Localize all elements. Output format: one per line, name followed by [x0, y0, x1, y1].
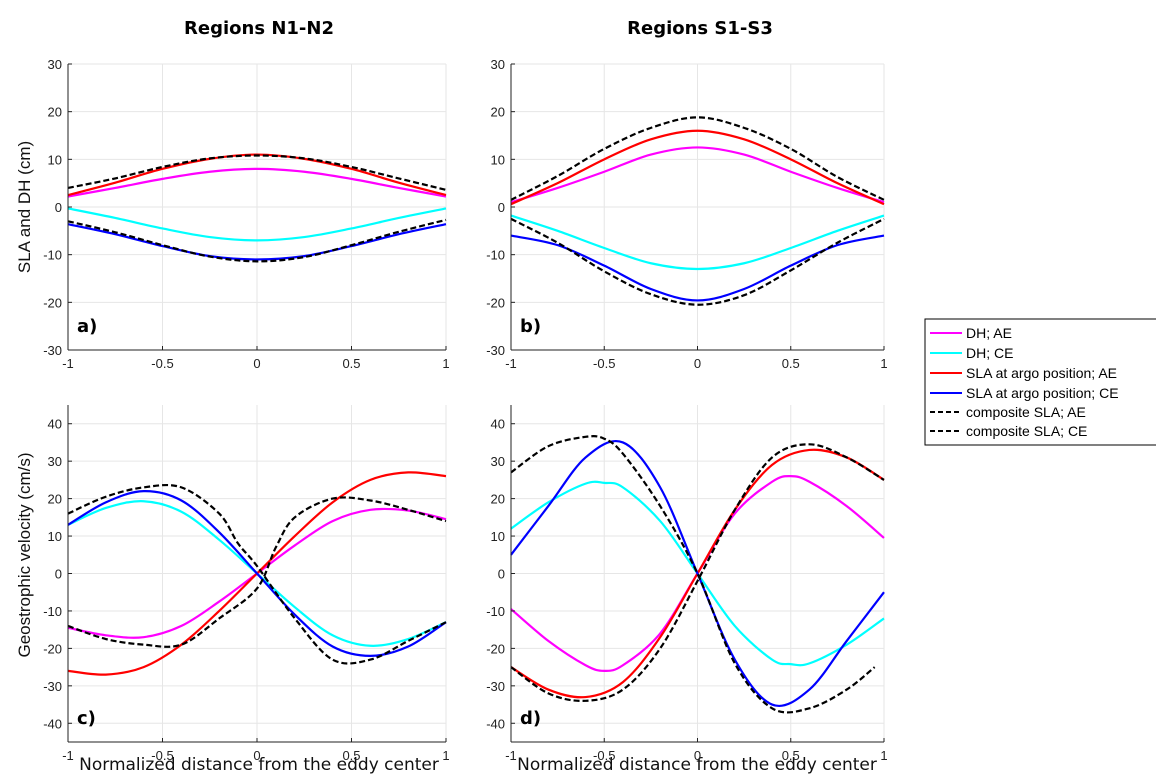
panel-label: d) [520, 708, 541, 729]
y-axis-label-top: SLA and DH (cm) [15, 141, 34, 273]
legend-box [924, 318, 1156, 446]
y-tick-label: -10 [486, 604, 505, 619]
y-tick-label: -30 [486, 343, 505, 358]
series-line-dh-ce [510, 214, 885, 271]
legend-label: composite SLA; AE [966, 404, 1086, 420]
legend-entry-sla-ce: SLA at argo position; CE [930, 385, 1119, 401]
y-tick-label: -10 [43, 248, 62, 263]
legend-label: DH; CE [966, 345, 1013, 361]
y-axis-label-bottom: Geostrophic velocity (cm/s) [15, 453, 34, 658]
y-tick-label: 10 [491, 529, 505, 544]
y-tick-label: -20 [486, 641, 505, 656]
y-tick-label: 30 [48, 454, 62, 469]
x-tick-label: 1 [442, 748, 449, 763]
y-tick-label: 20 [48, 105, 62, 120]
x-tick-label: 0 [694, 356, 701, 371]
y-tick-label: 40 [48, 417, 62, 432]
legend-label: composite SLA; CE [966, 423, 1087, 439]
legend-entry-composite-ce: composite SLA; CE [930, 423, 1087, 439]
panel-label: a) [77, 316, 97, 337]
series-line-sla-ae [510, 129, 885, 206]
y-tick-label: 10 [491, 152, 505, 167]
legend-entry-dh-ae: DH; AE [930, 325, 1012, 341]
y-tick-label: 0 [55, 200, 62, 215]
x-axis-label-right: Normalized distance from the eddy center [517, 755, 877, 775]
series-line-composite-ce [510, 435, 876, 714]
x-tick-label: -1 [505, 748, 517, 763]
y-tick-label: 0 [498, 567, 505, 582]
x-tick-label: -0.5 [593, 356, 615, 371]
panel-d: -1 -0.5 0 0.5 1 -40 -30 -20 -10 0 10 20 30 40 d) [486, 405, 888, 763]
y-tick-label: 20 [48, 492, 62, 507]
series-line-composite-ae [67, 496, 447, 648]
y-tick-label: -20 [486, 295, 505, 310]
panel-label: c) [77, 708, 96, 729]
x-axis-label-left: Normalized distance from the eddy center [79, 755, 439, 775]
x-tick-label: -1 [62, 356, 74, 371]
column-title-right: Regions S1-S3 [627, 18, 773, 39]
y-tick-label: -40 [486, 716, 505, 731]
legend-entry-composite-ae: composite SLA; AE [930, 404, 1086, 420]
series-line-dh-ce [67, 207, 447, 242]
panel-c: -1 -0.5 0 0.5 1 -40 -30 -20 -10 0 10 20 30 40 c) [43, 405, 450, 763]
panel-a: -1 -0.5 0 0.5 1 -30 -20 -10 0 10 20 30 a) [43, 57, 449, 371]
y-tick-label: -40 [43, 716, 62, 731]
y-tick-label: 40 [491, 417, 505, 432]
series-line-sla-ce [510, 440, 885, 707]
legend-label: DH; AE [966, 325, 1012, 341]
series-line-composite-ae [67, 154, 447, 191]
x-tick-label: 0.5 [782, 356, 800, 371]
series-line-composite-ce [67, 483, 447, 665]
y-tick-label: 0 [55, 567, 62, 582]
x-tick-label: -1 [62, 748, 74, 763]
series-line-composite-ae [510, 443, 885, 702]
y-tick-label: 20 [491, 105, 505, 120]
legend-label: SLA at argo position; AE [966, 365, 1117, 381]
x-tick-label: -0.5 [151, 748, 173, 763]
y-tick-label: -20 [43, 295, 62, 310]
series-line-dh-ae [67, 167, 447, 198]
y-tick-label: -30 [43, 679, 62, 694]
x-tick-label: 0 [253, 356, 260, 371]
y-tick-label: -10 [43, 604, 62, 619]
series-line-composite-ce [510, 217, 885, 306]
y-tick-label: -30 [486, 679, 505, 694]
legend-label: SLA at argo position; CE [966, 385, 1119, 401]
x-tick-label: -1 [505, 356, 517, 371]
x-tick-label: 0.5 [342, 356, 360, 371]
y-tick-label: 30 [491, 454, 505, 469]
y-tick-label: 0 [498, 200, 505, 215]
panel-label: b) [520, 316, 541, 337]
legend: DH; AE DH; CE SLA at argo position; AE S… [924, 318, 1156, 446]
legend-entry-dh-ce: DH; CE [930, 345, 1013, 361]
x-tick-label: 1 [880, 356, 887, 371]
x-tick-label: 0.5 [342, 748, 360, 763]
x-tick-label: -0.5 [151, 356, 173, 371]
y-tick-label: -10 [486, 248, 505, 263]
y-tick-label: -20 [43, 641, 62, 656]
y-tick-label: 10 [48, 152, 62, 167]
y-tick-label: 30 [48, 57, 62, 72]
x-tick-label: -0.5 [593, 748, 615, 763]
column-title-left: Regions N1-N2 [184, 18, 334, 39]
y-tick-label: 10 [48, 529, 62, 544]
x-tick-label: 0 [253, 748, 260, 763]
y-tick-label: 30 [491, 57, 505, 72]
y-tick-label: 20 [491, 492, 505, 507]
series-line-dh-ae [510, 146, 885, 204]
x-tick-label: 0.5 [782, 748, 800, 763]
panel-b: -1 -0.5 0 0.5 1 -30 -20 -10 0 10 20 30 b) [486, 57, 887, 371]
x-tick-label: 1 [442, 356, 449, 371]
legend-entry-sla-ae: SLA at argo position; AE [930, 365, 1117, 381]
series-line-composite-ae [510, 116, 885, 201]
y-tick-label: -30 [43, 343, 62, 358]
series-line-sla-ce [67, 223, 447, 261]
series-line-composite-ce [67, 218, 447, 263]
x-tick-label: 0 [694, 748, 701, 763]
x-tick-label: 1 [880, 748, 887, 763]
